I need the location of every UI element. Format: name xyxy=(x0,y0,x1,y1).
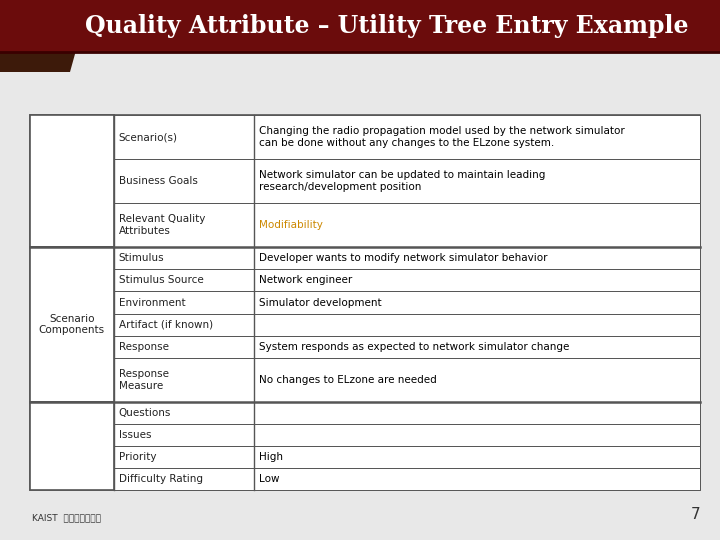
Bar xyxy=(0,0,720,52)
Text: Changing the radio propagation model used by the network simulator
can be done w: Changing the radio propagation model use… xyxy=(259,126,625,148)
Text: Developer wants to modify network simulator behavior: Developer wants to modify network simula… xyxy=(259,253,548,264)
Text: 7: 7 xyxy=(690,507,700,522)
Bar xyxy=(254,159,700,203)
Bar xyxy=(114,357,254,402)
Bar xyxy=(254,357,700,402)
Bar xyxy=(114,314,254,335)
Text: No changes to ELzone are needed: No changes to ELzone are needed xyxy=(259,375,437,384)
Bar xyxy=(254,115,700,159)
Bar xyxy=(114,115,254,159)
Bar xyxy=(114,292,254,314)
Text: Relevant Quality
Attributes: Relevant Quality Attributes xyxy=(119,214,205,236)
Text: Modifiability: Modifiability xyxy=(259,220,323,230)
Text: Stimulus: Stimulus xyxy=(119,253,164,264)
Bar xyxy=(254,335,700,357)
Text: Low: Low xyxy=(259,474,280,484)
Text: Simulator development: Simulator development xyxy=(259,298,382,307)
Text: Artifact (if known): Artifact (if known) xyxy=(119,320,213,329)
Text: Response
Measure: Response Measure xyxy=(119,369,168,390)
Bar xyxy=(254,247,700,269)
Text: Network engineer: Network engineer xyxy=(259,275,353,286)
Bar xyxy=(114,247,254,269)
Bar xyxy=(30,247,114,402)
Bar xyxy=(114,159,254,203)
Bar xyxy=(254,292,700,314)
Bar xyxy=(114,468,254,490)
Text: Scenario(s): Scenario(s) xyxy=(119,132,178,142)
Text: Scenario
Components: Scenario Components xyxy=(39,314,105,335)
Bar xyxy=(254,203,700,247)
Bar xyxy=(114,446,254,468)
Bar xyxy=(254,402,700,424)
Bar xyxy=(254,424,700,446)
Text: Difficulty Rating: Difficulty Rating xyxy=(119,474,203,484)
Bar xyxy=(114,402,254,424)
Bar xyxy=(254,468,700,490)
Text: Stimulus Source: Stimulus Source xyxy=(119,275,204,286)
Text: KAIST  한국과학기술원: KAIST 한국과학기술원 xyxy=(32,513,101,522)
Bar xyxy=(30,402,114,490)
Text: Response: Response xyxy=(119,342,168,352)
Text: High: High xyxy=(259,452,284,462)
Text: Questions: Questions xyxy=(119,408,171,418)
Bar xyxy=(30,115,700,490)
Text: Environment: Environment xyxy=(119,298,185,307)
Text: Quality Attribute – Utility Tree Entry Example: Quality Attribute – Utility Tree Entry E… xyxy=(85,14,688,38)
Bar xyxy=(254,446,700,468)
Text: Priority: Priority xyxy=(119,452,156,462)
Text: Network simulator can be updated to maintain leading
research/development positi: Network simulator can be updated to main… xyxy=(259,171,546,192)
Bar xyxy=(254,314,700,335)
Polygon shape xyxy=(0,0,90,72)
Bar xyxy=(254,269,700,292)
Text: Business Goals: Business Goals xyxy=(119,176,197,186)
Text: System responds as expected to network simulator change: System responds as expected to network s… xyxy=(259,342,570,352)
Text: Issues: Issues xyxy=(119,430,151,440)
Bar xyxy=(114,424,254,446)
Bar xyxy=(114,203,254,247)
Bar xyxy=(114,269,254,292)
Bar xyxy=(30,115,114,247)
Bar xyxy=(114,335,254,357)
